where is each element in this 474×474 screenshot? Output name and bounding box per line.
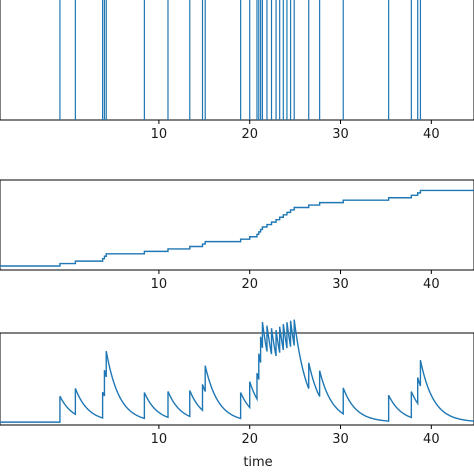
panel-count: 10 20 30 40 [0, 179, 474, 292]
event-marks [59, 0, 422, 120]
panel-events-frame [0, 0, 474, 121]
panel-intensity-tick-label-20: 20 [241, 432, 258, 447]
panel-events-xaxis: 10 20 30 40 [151, 120, 440, 142]
panel-events-tick-label-10: 10 [151, 127, 168, 142]
panel-count-tick-label-10: 10 [151, 277, 168, 292]
panel-events-tick-label-30: 30 [332, 127, 349, 142]
panel-events-tick-label-20: 20 [241, 127, 258, 142]
panel-intensity-tick-label-40: 40 [423, 432, 440, 447]
panel-intensity: 10 20 30 40 time [0, 319, 474, 470]
panel-intensity-tick-label-10: 10 [151, 432, 168, 447]
panel-intensity-tick-label-30: 30 [332, 432, 349, 447]
panel-intensity-frame [0, 332, 474, 426]
intensity-line [0, 319, 474, 423]
panel-count-tick-label-40: 40 [423, 277, 440, 292]
panel-count-xaxis: 10 20 30 40 [151, 270, 440, 292]
panel-count-frame [0, 179, 474, 271]
panel-count-tick-label-30: 30 [332, 277, 349, 292]
panel-count-tick-label-20: 20 [241, 277, 258, 292]
panel-events-tick-label-40: 40 [423, 127, 440, 142]
x-axis-label: time [243, 455, 272, 470]
panel-intensity-xaxis: 10 20 30 40 [151, 425, 440, 447]
panel-events: 10 20 30 40 [0, 0, 474, 142]
count-step-line [0, 189, 474, 267]
